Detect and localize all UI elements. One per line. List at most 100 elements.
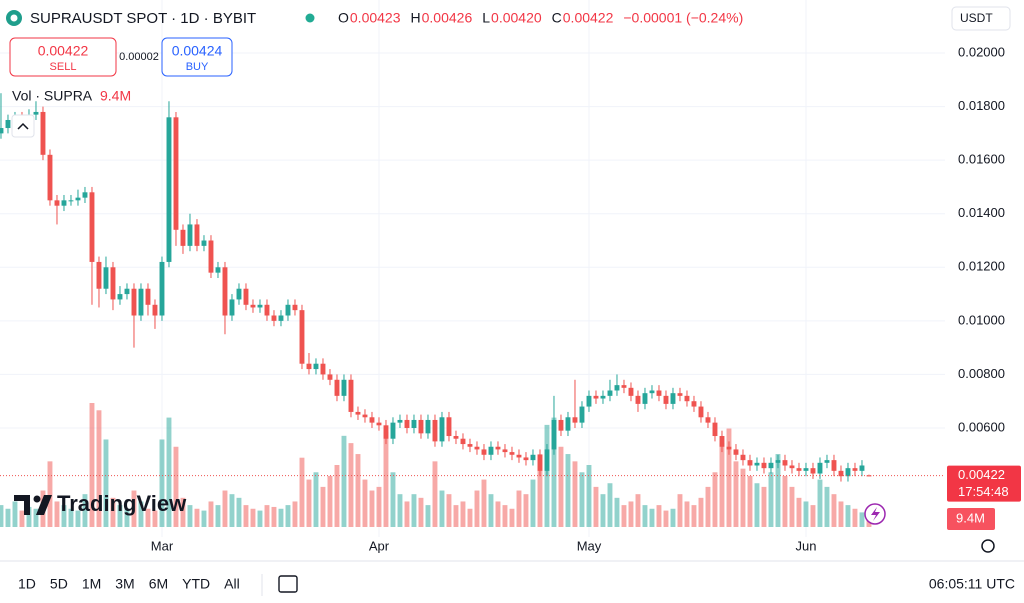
- volume-bar: [306, 479, 312, 527]
- volume-bar: [82, 494, 88, 527]
- buy-label: BUY: [186, 61, 209, 73]
- y-tick-label: 0.01000: [958, 312, 1005, 327]
- candle-body: [593, 395, 599, 399]
- candle-body: [180, 229, 186, 246]
- currency: USDT: [960, 11, 993, 25]
- candle-body: [740, 454, 746, 461]
- candle-body: [61, 200, 67, 206]
- candle-body: [117, 294, 123, 300]
- volume-bar: [355, 454, 361, 527]
- volume-bar: [397, 494, 403, 527]
- candle-body: [75, 197, 81, 201]
- candle-body: [838, 470, 844, 477]
- candle-body: [166, 117, 172, 262]
- volume-bar: [124, 508, 130, 527]
- alerts-icon: [871, 507, 880, 521]
- candle-body: [824, 460, 830, 463]
- volume-bar: [320, 486, 326, 527]
- symbol-icon-dot: [10, 14, 18, 22]
- volume-bar: [194, 508, 200, 527]
- volume-bar: [292, 501, 298, 527]
- volume-bar: [586, 465, 592, 527]
- volume-bar: [607, 483, 613, 527]
- volume-bar: [243, 505, 249, 527]
- volume-bar: [341, 435, 347, 527]
- sell-button[interactable]: [9, 37, 117, 77]
- collapse-button[interactable]: [11, 114, 35, 138]
- volume-bar: [712, 472, 718, 527]
- y-tick-label: 0.01400: [958, 205, 1005, 220]
- symbol-title[interactable]: SUPRAUSDT SPOT · 1D · BYBIT: [30, 10, 256, 27]
- candle-body: [698, 406, 704, 418]
- date-range-button[interactable]: [278, 575, 298, 593]
- range-button[interactable]: 1D: [18, 576, 36, 592]
- candle-body: [754, 462, 760, 466]
- volume-bar: [89, 403, 95, 527]
- logo: TradingView: [14, 491, 187, 516]
- sell-price: 0.00422: [38, 43, 89, 59]
- volume-bar: [474, 490, 480, 527]
- volume-bar: [201, 510, 207, 527]
- candle-body: [131, 288, 137, 316]
- candle-body: [334, 379, 340, 396]
- logo-mark: [36, 495, 52, 515]
- buy-button[interactable]: [161, 37, 233, 77]
- candle-body: [159, 261, 165, 316]
- volume-bar: [516, 490, 522, 527]
- y-tick-label: 0.00800: [958, 366, 1005, 381]
- range-button[interactable]: All: [224, 576, 240, 592]
- ohlc-key: O: [338, 10, 349, 26]
- range-button[interactable]: 6M: [149, 576, 168, 592]
- volume-bar: [313, 472, 319, 527]
- volume-bar: [425, 505, 431, 527]
- volume-bar: [110, 497, 116, 527]
- volume-legend-value: 9.4M: [100, 88, 131, 104]
- volume-bar: [677, 494, 683, 527]
- candle-body: [89, 192, 95, 262]
- volume-bar: [509, 508, 515, 527]
- volume-bar: [845, 505, 851, 527]
- volume-bar: [663, 510, 669, 527]
- volume-bar: [75, 510, 81, 527]
- candle-body: [278, 315, 284, 321]
- candle-body: [173, 117, 179, 230]
- volume-bar: [761, 486, 767, 527]
- candle-body: [544, 449, 550, 471]
- candle-body: [635, 395, 641, 404]
- logo-text: TradingView: [57, 491, 187, 516]
- candle-body: [369, 417, 375, 423]
- settings-icon[interactable]: [981, 539, 995, 553]
- candle-body: [782, 460, 788, 466]
- volume-bar: [453, 505, 459, 527]
- volume-bar: [768, 472, 774, 527]
- volume-bar: [488, 494, 494, 527]
- volume-bar: [376, 486, 382, 527]
- range-button[interactable]: YTD: [182, 576, 210, 592]
- volume-bar: [859, 512, 865, 527]
- range-button[interactable]: 1M: [82, 576, 101, 592]
- volume-bar: [831, 494, 837, 527]
- candle-body: [852, 468, 858, 471]
- y-tick-label: 0.01600: [958, 152, 1005, 167]
- ohlc-key: H: [411, 10, 421, 26]
- volume-bar: [838, 501, 844, 527]
- volume-bar: [495, 501, 501, 527]
- volume-bar: [558, 446, 564, 527]
- candle-body: [481, 449, 487, 455]
- clock: 06:05:11 UTC: [929, 576, 1015, 592]
- volume-bar: [481, 479, 487, 527]
- range-button[interactable]: 5D: [50, 576, 68, 592]
- candle-body: [747, 460, 753, 466]
- currency-button[interactable]: [951, 6, 1011, 31]
- volume-bar: [348, 443, 354, 527]
- volume-bar: [390, 472, 396, 527]
- range-button[interactable]: 3M: [115, 576, 134, 592]
- volume-bar: [810, 505, 816, 527]
- candle-body: [299, 310, 305, 364]
- candle-body: [250, 304, 256, 308]
- volume-bar: [33, 508, 39, 527]
- candle-body: [47, 154, 53, 201]
- toolbar: 1D 5D 1M 3M 6M YTD All: [18, 576, 240, 592]
